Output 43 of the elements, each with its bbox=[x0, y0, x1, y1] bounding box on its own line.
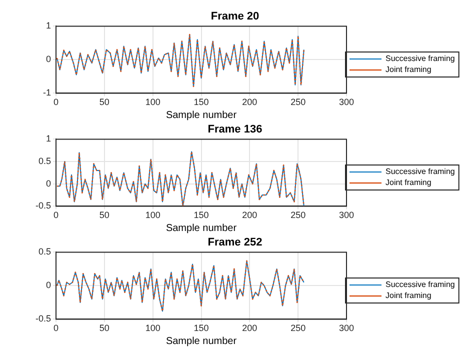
x-tick-label: 150 bbox=[194, 210, 209, 220]
legend-label: Successive framing bbox=[386, 280, 455, 290]
x-tick-label: 0 bbox=[53, 97, 59, 108]
x-tick-label: 200 bbox=[242, 323, 258, 334]
x-tick-label: 150 bbox=[194, 323, 209, 334]
x-tick-label: 300 bbox=[338, 210, 354, 220]
x-tick-label: 200 bbox=[242, 210, 258, 220]
x-tick-label: 300 bbox=[338, 323, 354, 334]
x-tick-label: 100 bbox=[145, 97, 160, 108]
legend-label: Successive framing bbox=[386, 167, 455, 176]
x-tick-label: 0 bbox=[53, 210, 59, 220]
x-tick-label: 100 bbox=[145, 323, 160, 334]
chart-title: Frame 20 bbox=[210, 10, 260, 23]
y-tick-label: -0.5 bbox=[35, 200, 51, 211]
x-tick-label: 100 bbox=[145, 210, 160, 220]
y-tick-label: 0 bbox=[46, 280, 51, 290]
x-tick-label: 250 bbox=[290, 97, 306, 108]
y-tick-label: 1 bbox=[46, 20, 51, 31]
legend-label: Joint framing bbox=[386, 291, 432, 300]
legend-label: Joint framing bbox=[386, 65, 432, 74]
x-tick-label: 50 bbox=[99, 210, 110, 220]
x-tick-label: 300 bbox=[338, 97, 354, 108]
y-tick-label: 0.5 bbox=[38, 156, 51, 166]
x-tick-label: 0 bbox=[53, 323, 59, 334]
chart-title: Frame 252 bbox=[208, 236, 262, 249]
chart-title: Frame 136 bbox=[208, 124, 262, 136]
x-tick-label: 250 bbox=[290, 323, 306, 334]
x-tick-label: 150 bbox=[194, 97, 209, 108]
x-axis-title: Sample number bbox=[166, 110, 238, 121]
y-tick-label: -0.5 bbox=[35, 314, 51, 324]
x-axis-title: Sample number bbox=[166, 222, 238, 234]
x-tick-label: 50 bbox=[99, 323, 110, 334]
legend-label: Successive framing bbox=[386, 54, 455, 64]
legend-label: Joint framing bbox=[386, 178, 432, 188]
y-tick-label: 1 bbox=[46, 134, 51, 144]
y-tick-label: 0.5 bbox=[38, 246, 51, 257]
x-tick-label: 50 bbox=[99, 97, 110, 108]
y-tick-label: 0 bbox=[46, 178, 51, 188]
x-axis-title: Sample number bbox=[166, 336, 238, 347]
y-tick-label: 0 bbox=[46, 54, 51, 64]
x-tick-label: 200 bbox=[242, 97, 258, 108]
y-tick-label: -1 bbox=[42, 88, 51, 98]
x-tick-label: 250 bbox=[290, 210, 306, 220]
